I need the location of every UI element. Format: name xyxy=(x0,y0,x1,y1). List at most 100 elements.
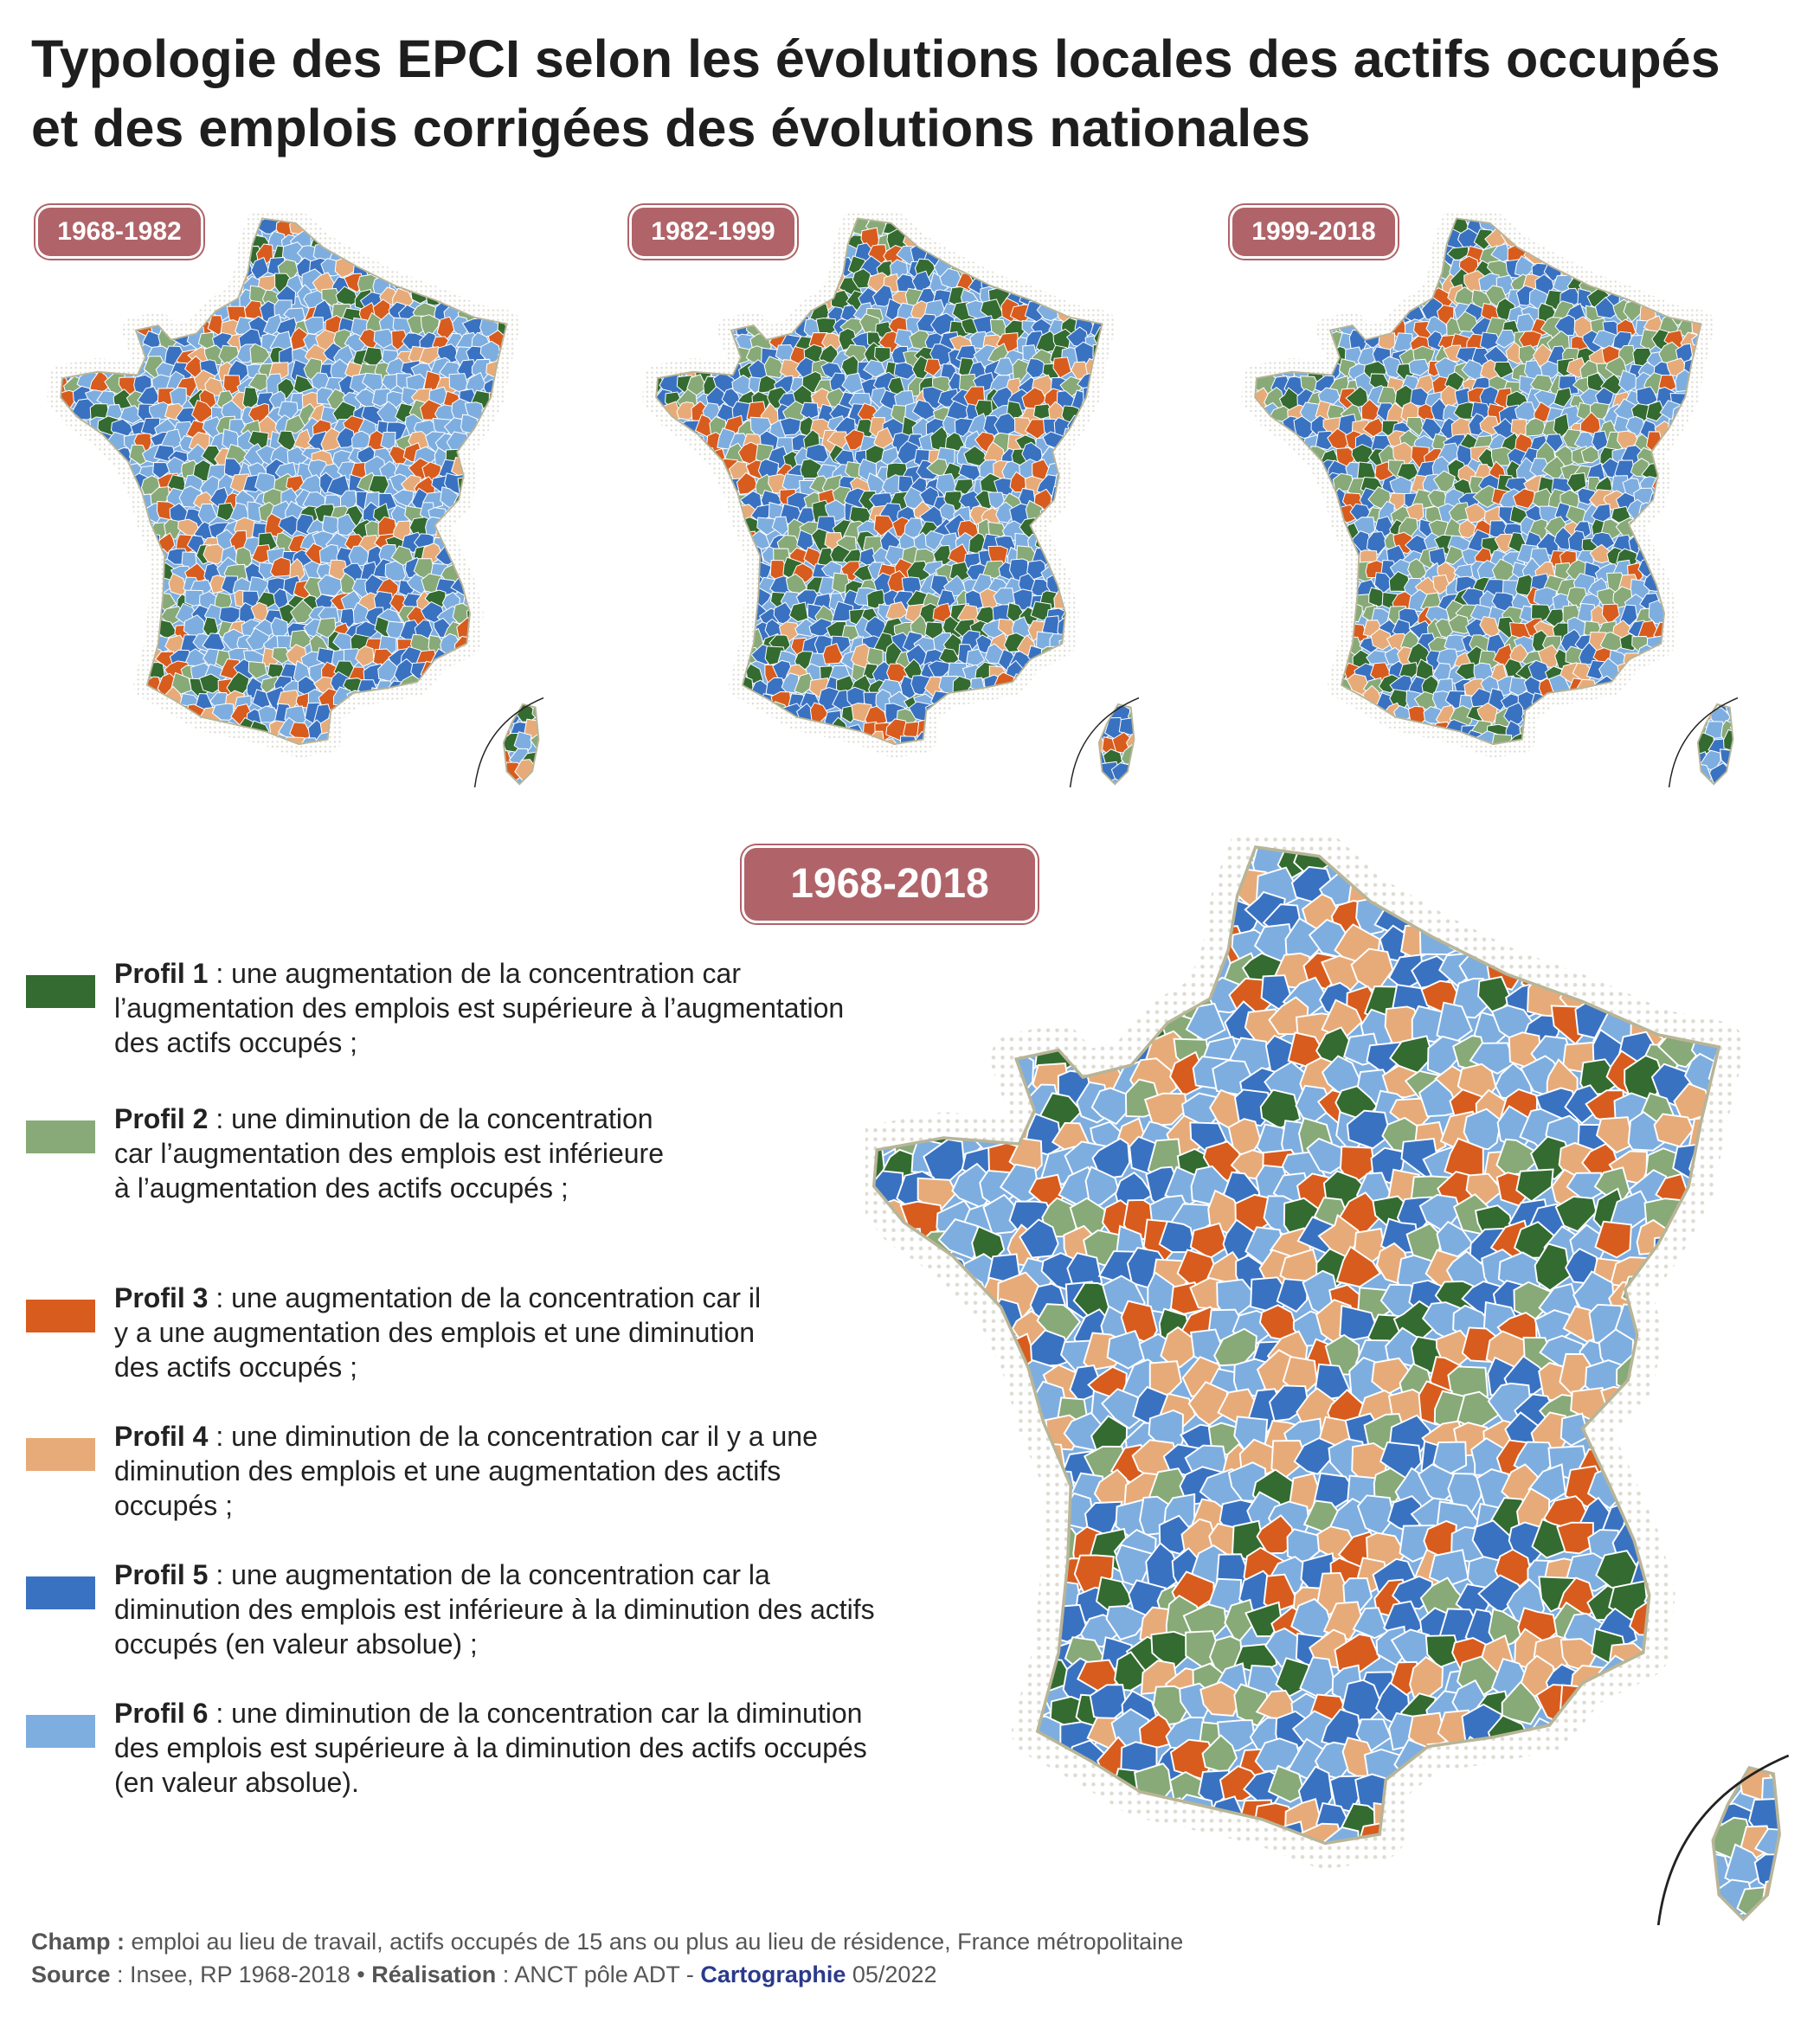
epci-cell xyxy=(1701,421,1720,443)
epci-cell xyxy=(879,1083,919,1121)
epci-cell xyxy=(801,218,820,225)
epci-cell xyxy=(732,260,750,280)
epci-cell xyxy=(1341,720,1360,742)
epci-cell xyxy=(1232,466,1253,482)
epci-cell xyxy=(1691,690,1714,715)
epci-cell xyxy=(904,1032,944,1075)
epci-cell xyxy=(1255,674,1259,697)
epci-cell xyxy=(724,760,745,784)
epci-cell xyxy=(1726,249,1733,267)
epci-cell xyxy=(98,561,121,585)
epci-cell xyxy=(1113,477,1132,495)
epci-cell xyxy=(1688,663,1707,686)
epci-cell xyxy=(1644,218,1663,225)
epci-cell xyxy=(544,218,563,237)
epci-cell xyxy=(678,476,699,496)
epci-cell xyxy=(216,230,241,254)
epci-cell xyxy=(718,256,743,282)
epci-cell xyxy=(99,218,119,234)
epci-cell xyxy=(1065,977,1102,1022)
epci-cell xyxy=(412,218,429,225)
epci-cell xyxy=(61,645,64,668)
epci-cell xyxy=(248,660,267,679)
epci-cell xyxy=(679,450,698,471)
epci-cell xyxy=(1255,676,1272,697)
epci-cell xyxy=(947,851,984,890)
epci-cell xyxy=(460,717,486,738)
epci-cell xyxy=(1019,718,1040,742)
epci-cell xyxy=(1258,690,1283,714)
epci-cell xyxy=(692,561,712,585)
epci-cell xyxy=(660,691,678,712)
epci-cell xyxy=(144,731,164,755)
epci-cell xyxy=(30,460,51,484)
epci-cell xyxy=(95,292,113,309)
epci-cell xyxy=(1593,762,1617,785)
epci-cell xyxy=(1664,286,1682,305)
epci-cell xyxy=(993,863,1027,915)
epci-cell xyxy=(164,717,180,737)
epci-cell xyxy=(659,546,680,571)
epci-cell xyxy=(93,574,117,594)
epci-cell xyxy=(1702,218,1725,221)
epci-cell xyxy=(61,607,72,626)
epci-cell xyxy=(1654,847,1695,889)
epci-cell xyxy=(1716,634,1733,656)
epci-cell xyxy=(118,749,142,774)
epci-cell xyxy=(1143,448,1162,468)
epci-cell xyxy=(761,218,783,225)
epci-cell xyxy=(919,956,961,995)
epci-cell xyxy=(61,218,63,240)
epci-cell xyxy=(207,218,231,224)
epci-cell xyxy=(1315,608,1339,627)
epci-cell xyxy=(1002,218,1024,225)
epci-cell xyxy=(70,299,91,320)
epci-cell xyxy=(680,559,703,580)
epci-cell xyxy=(1595,1116,1635,1154)
epci-cell xyxy=(685,636,709,658)
epci-cell xyxy=(674,659,697,684)
epci-cell xyxy=(226,737,249,756)
epci-cell xyxy=(1255,218,1269,235)
epci-cell xyxy=(794,672,816,695)
epci-cell xyxy=(1258,519,1279,539)
epci-cell xyxy=(1129,847,1174,883)
epci-cell xyxy=(1720,618,1733,639)
epci-cell xyxy=(528,278,539,298)
epci-cell xyxy=(1064,690,1086,708)
epci-cell xyxy=(1284,218,1304,224)
epci-cell xyxy=(1358,287,1381,313)
epci-cell xyxy=(1738,565,1762,583)
epci-cell xyxy=(1469,764,1491,785)
epci-cell xyxy=(73,518,98,543)
epci-cell xyxy=(1707,444,1732,465)
epci-cell xyxy=(881,975,916,1013)
epci-cell xyxy=(1259,287,1277,309)
epci-cell xyxy=(673,632,695,655)
epci-cell xyxy=(1076,847,1111,864)
epci-cell xyxy=(1715,487,1733,508)
epci-cell xyxy=(74,335,96,353)
epci-cell xyxy=(527,531,539,555)
epci-cell xyxy=(1101,603,1125,630)
epci-cell xyxy=(967,218,989,241)
epci-cell xyxy=(479,690,500,714)
epci-cell xyxy=(447,716,470,740)
epci-cell xyxy=(523,399,539,422)
epci-cell xyxy=(1006,750,1026,771)
epci-cell xyxy=(1545,847,1590,889)
epci-cell xyxy=(1255,644,1261,667)
epci-cell xyxy=(518,245,539,266)
epci-cell xyxy=(103,312,125,335)
epci-cell xyxy=(537,403,539,426)
epci-cell xyxy=(423,234,441,256)
epci-cell xyxy=(1305,492,1323,512)
epci-cell xyxy=(1791,1067,1800,1104)
epci-cell xyxy=(478,518,499,540)
epci-cell xyxy=(1018,747,1043,770)
epci-cell xyxy=(390,545,414,567)
epci-cell xyxy=(1714,362,1733,382)
epci-cell xyxy=(1131,580,1135,600)
epci-cell xyxy=(401,218,423,236)
epci-cell xyxy=(518,446,537,466)
